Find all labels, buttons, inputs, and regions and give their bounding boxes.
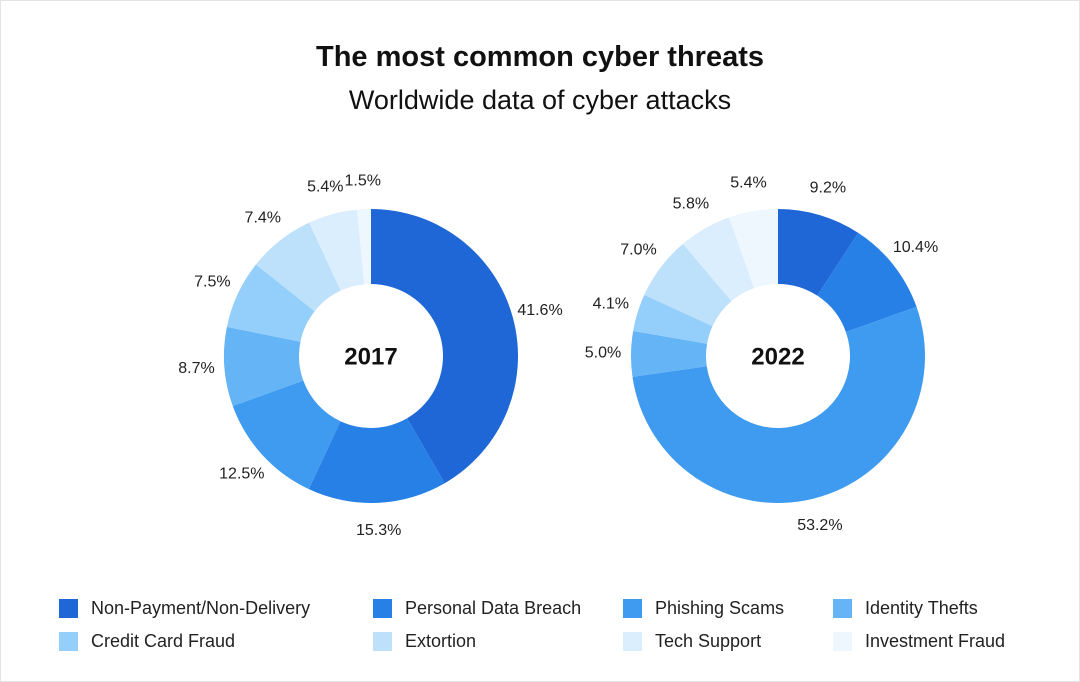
slice-percent-label: 41.6% xyxy=(517,302,562,319)
slice-percent-label: 7.5% xyxy=(194,273,230,290)
slice-percent-label: 5.0% xyxy=(585,345,621,362)
donut-chart-2017: 41.6% 15.3% 12.5% 8.7% 7.5% 7.4% 5.4% 1.5% 2017 xyxy=(178,172,562,539)
legend-item: Credit Card Fraud xyxy=(59,631,373,651)
slice-percent-label: 53.2% xyxy=(797,517,842,534)
donut-slice xyxy=(255,222,341,312)
legend-label: Investment Fraud xyxy=(865,630,1006,651)
slice-percent-label: 7.4% xyxy=(245,210,281,227)
slice-percent-label: 5.8% xyxy=(673,195,709,212)
donut-center-year: 2022 xyxy=(751,343,804,370)
legend-label: Extortion xyxy=(405,630,477,651)
donut-slice xyxy=(729,209,778,289)
slice-percent-label: 12.5% xyxy=(219,465,264,482)
legend-label: Non-Payment/Non-Delivery xyxy=(91,597,311,618)
legend-swatch xyxy=(623,631,642,651)
slice-percent-label: 5.4% xyxy=(307,178,343,195)
legend-swatch xyxy=(373,598,392,618)
chart-title: The most common cyber threats xyxy=(316,41,764,73)
legend-item: Personal Data Breach xyxy=(373,598,623,618)
legend-item: Identity Thefts xyxy=(833,598,1053,618)
donut-slice xyxy=(371,209,518,484)
slice-percent-label: 4.1% xyxy=(593,296,629,313)
slice-percent-label: 10.4% xyxy=(893,239,938,256)
slice-percent-label: 15.3% xyxy=(356,522,401,539)
slice-percent-label: 8.7% xyxy=(178,360,214,377)
legend-item: Phishing Scams xyxy=(623,598,833,618)
donut-chart-2022: 9.2% 10.4% 53.2% 5.0% 4.1% 7.0% 5.8% 5.4% 2022 xyxy=(585,175,938,534)
donut-slice xyxy=(224,326,304,407)
donut-slice xyxy=(308,418,445,503)
donut-slice xyxy=(817,232,917,332)
legend-item: Extortion xyxy=(373,631,623,651)
donut-slice xyxy=(682,217,755,302)
legend-label: Phishing Scams xyxy=(655,597,785,618)
legend-swatch xyxy=(59,631,78,651)
legend: Non-Payment/Non-Delivery Personal Data B… xyxy=(59,598,1059,651)
legend-swatch xyxy=(833,631,852,651)
donut-slice xyxy=(309,209,365,291)
donut-slice xyxy=(778,209,859,296)
slice-percent-label: 9.2% xyxy=(810,179,846,196)
legend-item: Non-Payment/Non-Delivery xyxy=(59,598,373,618)
legend-swatch xyxy=(59,598,78,618)
donut-slice xyxy=(633,294,713,344)
legend-swatch xyxy=(833,598,852,618)
legend-label: Tech Support xyxy=(655,630,762,651)
donut-center-year: 2017 xyxy=(344,343,397,370)
chart-subtitle: Worldwide data of cyber attacks xyxy=(348,85,732,115)
donut-slice xyxy=(357,209,371,285)
donut-slice xyxy=(644,243,732,327)
legend-label: Identity Thefts xyxy=(865,597,978,618)
legend-label: Credit Card Fraud xyxy=(91,630,236,651)
slice-percent-label: 1.5% xyxy=(345,172,381,189)
slice-percent-label: 5.4% xyxy=(730,175,766,192)
legend-label: Personal Data Breach xyxy=(405,597,582,618)
donut-slice xyxy=(226,264,315,342)
donut-slice xyxy=(632,306,926,504)
slice-percent-label: 7.0% xyxy=(620,242,656,259)
legend-item: Investment Fraud xyxy=(833,631,1053,651)
legend-swatch xyxy=(373,631,392,651)
donut-slice xyxy=(631,330,708,377)
legend-item: Tech Support xyxy=(623,631,833,651)
donut-slice xyxy=(232,380,341,490)
legend-swatch xyxy=(623,598,642,618)
